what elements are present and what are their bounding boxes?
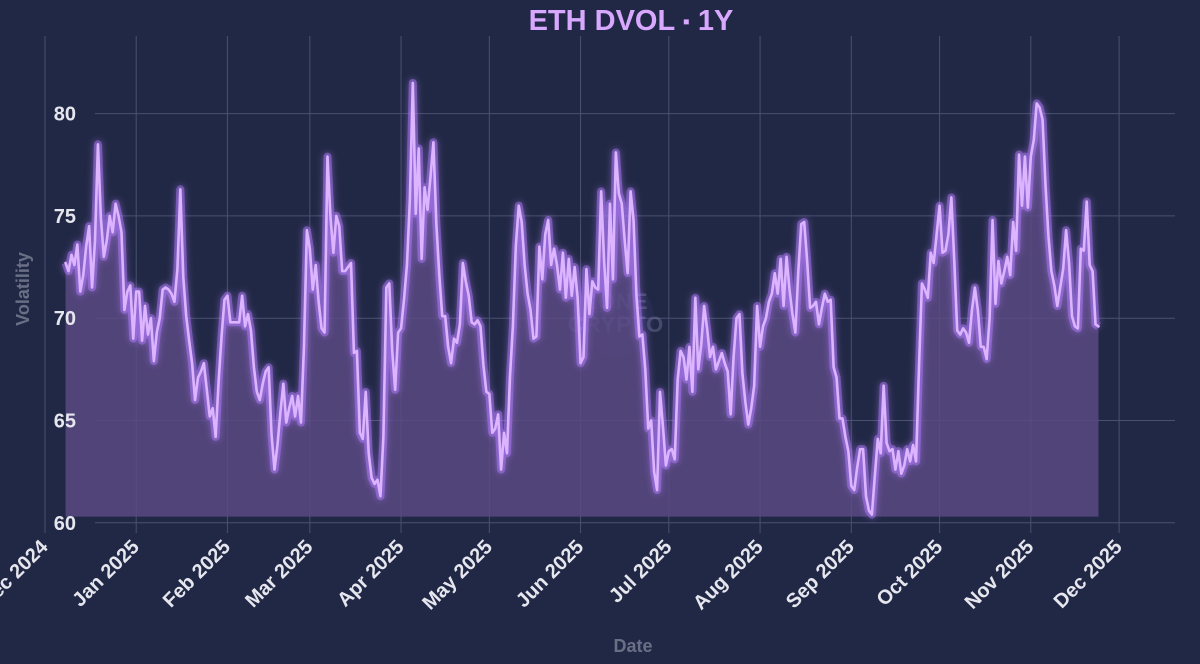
y-tick-label: 75 xyxy=(54,206,76,228)
chart-title: ETH DVOL ▪ 1Y xyxy=(529,3,734,37)
title-main: ETH DVOL xyxy=(529,5,675,37)
y-tick-label: 65 xyxy=(54,410,76,432)
series-area-fill xyxy=(65,82,1099,517)
title-period: 1Y xyxy=(698,5,733,37)
y-tick-label: 70 xyxy=(54,308,76,330)
series-line-eth-dvol xyxy=(64,81,1100,516)
x-axis-label: Date xyxy=(613,636,652,656)
y-tick-label: 60 xyxy=(54,513,76,535)
y-tick-label: 80 xyxy=(54,104,76,126)
y-axis-label: Volatility xyxy=(13,252,33,326)
title-separator: ▪ xyxy=(683,11,690,33)
y-tick-labels: 60 65 70 75 80 xyxy=(54,104,76,535)
